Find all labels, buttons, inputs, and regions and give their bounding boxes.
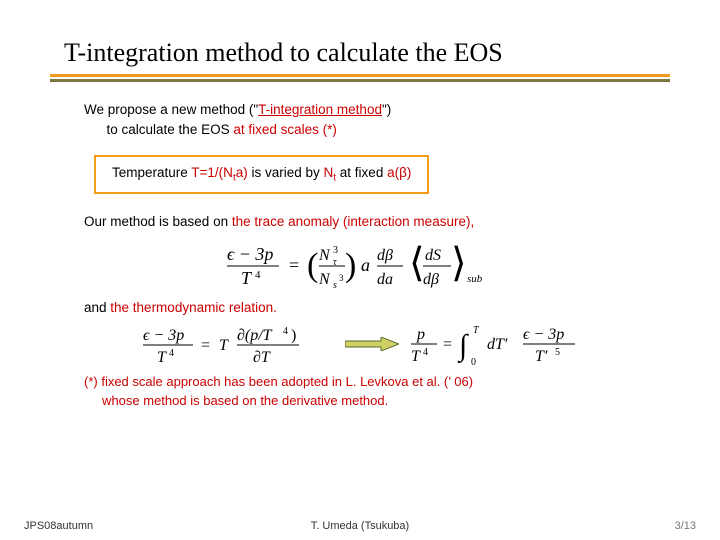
arrow-icon <box>345 337 399 351</box>
equation-row: ϵ − 3p T 4 = T ∂(p/T 4 ) ∂T p T 4 = <box>84 321 670 367</box>
svg-text:): ) <box>291 327 296 344</box>
intro-paragraph: We propose a new method ("T-integration … <box>84 100 670 139</box>
svg-text:4: 4 <box>255 269 261 281</box>
svg-text:T: T <box>411 348 421 365</box>
svg-text:T′: T′ <box>535 348 548 365</box>
svg-text:4: 4 <box>283 326 288 337</box>
box-c: is varied by <box>248 165 324 180</box>
svg-text:5: 5 <box>555 347 560 358</box>
svg-text:sub: sub <box>467 273 483 285</box>
intro-l1c: ") <box>382 102 391 117</box>
svg-text:0: 0 <box>471 357 476 367</box>
svg-text:T: T <box>473 325 480 336</box>
footer: JPS08autumn T. Umeda (Tsukuba) 3/13 <box>0 520 720 532</box>
footer-center: T. Umeda (Tsukuba) <box>311 520 409 532</box>
svg-text:3: 3 <box>333 245 338 256</box>
highlight-box: Temperature T=1/(Nta) is varied by Nt at… <box>94 155 429 194</box>
svg-text:∂T: ∂T <box>253 349 271 366</box>
page-title: T-integration method to calculate the EO… <box>64 38 670 68</box>
svg-text:da: da <box>377 271 393 288</box>
footnote-b: whose method is based on the derivative … <box>84 393 388 408</box>
box-d: N <box>324 165 334 180</box>
thermo-relation-line: and the thermodynamic relation. <box>84 298 670 318</box>
svg-text:ϵ − 3p: ϵ − 3p <box>143 327 184 344</box>
intro-method-name: T-integration method <box>258 102 382 117</box>
intro-fixed-scales: at fixed scales (*) <box>233 122 337 137</box>
trace-a: Our method is based on <box>84 214 232 229</box>
svg-text:T: T <box>241 268 253 288</box>
svg-text:a: a <box>361 255 370 275</box>
equation-trace-anomaly: ϵ − 3p T 4 = ( N 3 τ N s 3 ) a dβ da ⟨ d… <box>227 240 527 288</box>
svg-text:ϵ − 3p: ϵ − 3p <box>227 244 273 264</box>
svg-text:=: = <box>201 337 210 354</box>
trace-b: the trace anomaly (interaction measure), <box>232 214 474 229</box>
thermo-a: and <box>84 300 110 315</box>
equation-thermo-right: p T 4 = ∫ T 0 dT′ ϵ − 3p T′ 5 <box>411 321 611 367</box>
footnote-a: (*) fixed scale approach has been adopte… <box>84 374 473 389</box>
title-block: T-integration method to calculate the EO… <box>50 38 670 82</box>
box-a: Temperature <box>112 165 191 180</box>
svg-text:dβ: dβ <box>377 247 393 264</box>
svg-text:N: N <box>318 247 331 264</box>
svg-text:=: = <box>289 255 299 275</box>
box-b: T=1/(N <box>191 165 233 180</box>
box-f: a(β) <box>387 165 411 180</box>
footer-left: JPS08autumn <box>24 520 93 532</box>
svg-text:∫: ∫ <box>457 329 469 364</box>
svg-text:s: s <box>333 280 337 288</box>
svg-text:=: = <box>443 336 452 353</box>
svg-text:T: T <box>157 349 167 366</box>
title-rule-top <box>50 74 670 77</box>
svg-text:(: ( <box>307 247 318 284</box>
svg-text:T: T <box>219 337 229 354</box>
svg-text:dβ: dβ <box>423 271 439 288</box>
svg-text:p: p <box>416 326 425 343</box>
box-e: at fixed <box>336 165 387 180</box>
svg-text:ϵ − 3p: ϵ − 3p <box>523 326 564 343</box>
footnote: (*) fixed scale approach has been adopte… <box>84 373 670 411</box>
svg-text:): ) <box>345 247 356 284</box>
svg-text:⟩: ⟩ <box>451 240 467 285</box>
svg-text:3: 3 <box>339 273 344 283</box>
trace-anomaly-line: Our method is based on the trace anomaly… <box>84 212 670 232</box>
svg-text:4: 4 <box>169 348 174 359</box>
thermo-b: the thermodynamic relation. <box>110 300 277 315</box>
page-total: /13 <box>681 520 696 532</box>
footer-page: 3/13 <box>675 520 696 532</box>
box-b2: a) <box>236 165 248 180</box>
slide-body: We propose a new method ("T-integration … <box>50 86 670 411</box>
equation-thermo-left: ϵ − 3p T 4 = T ∂(p/T 4 ) ∂T <box>143 322 333 366</box>
intro-l1a: We propose a new method (" <box>84 102 258 117</box>
svg-text:dT′: dT′ <box>487 336 508 353</box>
svg-text:dS: dS <box>425 247 441 264</box>
title-rule-bottom <box>50 79 670 82</box>
svg-text:4: 4 <box>423 347 428 358</box>
intro-l2a: to calculate the EOS <box>107 122 234 137</box>
svg-text:∂(p/T: ∂(p/T <box>237 327 273 344</box>
svg-text:N: N <box>318 271 331 288</box>
